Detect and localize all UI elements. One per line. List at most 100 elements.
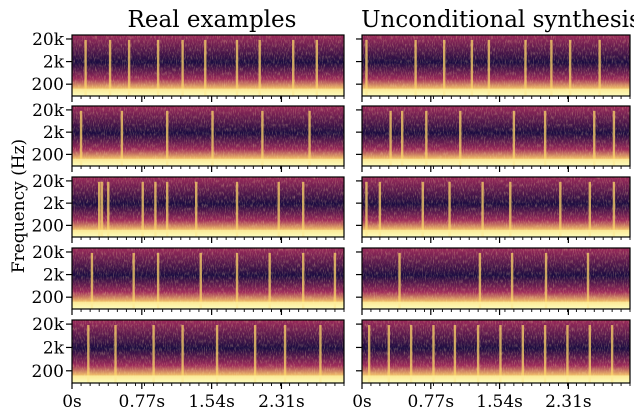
transient-mark — [559, 181, 562, 237]
transient-mark — [442, 39, 446, 96]
spectrogram-panel — [356, 105, 631, 172]
transient-mark — [166, 110, 169, 166]
spectrogram-panel: 0s 0.77s 1.54s 2.31s — [352, 319, 631, 412]
y-tick-label: 2k — [43, 266, 65, 286]
transient-mark — [387, 325, 390, 383]
transient-mark — [586, 252, 590, 309]
x-tick-label: 2.31s — [545, 392, 592, 412]
transient-mark — [398, 252, 401, 309]
transient-mark — [308, 110, 311, 166]
transient-mark — [108, 39, 112, 96]
transient-mark — [487, 39, 491, 96]
spectrogram-panel — [356, 34, 631, 102]
transient-mark — [156, 39, 160, 96]
x-tick-label: 0s — [352, 392, 372, 412]
transient-mark — [367, 325, 371, 383]
transient-mark — [476, 325, 480, 383]
transient-mark — [432, 325, 435, 383]
transient-mark — [389, 110, 392, 166]
y-tick-label: 200 — [32, 75, 64, 95]
y-tick-label: 200 — [32, 288, 64, 308]
transient-mark — [211, 110, 214, 166]
transient-mark — [612, 110, 616, 166]
transient-mark — [120, 110, 124, 166]
transient-mark — [204, 39, 207, 96]
x-tick-label: 0s — [62, 392, 82, 412]
transient-mark — [566, 325, 569, 383]
transient-mark — [292, 39, 295, 96]
transient-mark — [378, 181, 382, 237]
transient-mark — [365, 39, 368, 96]
spectrogram-panel: 20k 2k 200 0s 0.77s 1.54s 2.31s — [32, 315, 345, 412]
transient-mark — [235, 39, 239, 96]
y-tick-label: 200 — [32, 145, 64, 165]
transient-mark — [199, 252, 202, 309]
transient-mark — [315, 39, 318, 96]
transient-mark — [141, 181, 144, 237]
transient-mark — [195, 181, 198, 237]
transient-mark — [521, 325, 524, 383]
x-tick-label: 2.31s — [258, 392, 305, 412]
transient-mark — [612, 181, 616, 237]
y-tick-label: 20k — [32, 315, 65, 335]
column-title-real: Real examples — [128, 7, 297, 33]
x-tick-label: 0.77s — [119, 392, 166, 412]
transient-mark — [448, 181, 451, 237]
transient-mark — [268, 252, 271, 309]
transient-mark — [421, 181, 424, 237]
transient-mark — [181, 325, 184, 383]
transient-mark — [302, 181, 305, 237]
transient-mark — [107, 181, 110, 237]
transient-mark — [154, 181, 157, 237]
transient-mark — [512, 110, 516, 166]
transient-mark — [544, 252, 548, 309]
transient-mark — [333, 252, 337, 309]
y-tick-label: 200 — [32, 362, 64, 382]
transient-mark — [277, 181, 280, 237]
transient-mark — [510, 252, 514, 309]
y-tick-label: 2k — [43, 53, 65, 73]
transient-mark — [459, 110, 462, 166]
transient-mark — [588, 181, 591, 237]
transient-mark — [478, 252, 482, 309]
transient-mark — [166, 181, 169, 237]
y-tick-label: 2k — [43, 194, 65, 214]
transient-mark — [365, 181, 368, 237]
transient-mark — [499, 325, 502, 383]
panel-grid: 20k2k20020k2k20020k2k20020k2k20020k2k200… — [32, 30, 631, 412]
transient-mark — [156, 252, 160, 309]
transient-mark — [598, 39, 601, 96]
transient-mark — [610, 325, 614, 383]
transient-mark — [543, 325, 547, 383]
transient-mark — [319, 325, 322, 383]
transient-mark — [470, 39, 474, 96]
transient-mark — [181, 39, 184, 96]
transient-mark — [98, 181, 101, 237]
transient-mark — [235, 181, 239, 237]
y-tick-label: 20k — [32, 172, 65, 192]
transient-mark — [261, 110, 264, 166]
transient-mark — [543, 110, 547, 166]
transient-mark — [509, 181, 512, 237]
transient-mark — [588, 325, 591, 383]
transient-mark — [481, 181, 484, 237]
x-tick-label: 1.54s — [188, 392, 235, 412]
transient-mark — [453, 325, 457, 383]
y-tick-label: 2k — [43, 123, 65, 143]
transient-mark — [114, 325, 117, 383]
transient-mark — [258, 39, 261, 96]
transient-mark — [425, 110, 428, 166]
transient-mark — [100, 181, 104, 237]
spectrogram-panel — [356, 176, 631, 243]
x-tick-label: 1.54s — [476, 392, 523, 412]
transient-mark — [79, 110, 83, 166]
transient-mark — [568, 39, 572, 96]
transient-mark — [524, 39, 527, 96]
y-tick-label: 20k — [32, 101, 65, 121]
transient-mark — [550, 39, 553, 96]
